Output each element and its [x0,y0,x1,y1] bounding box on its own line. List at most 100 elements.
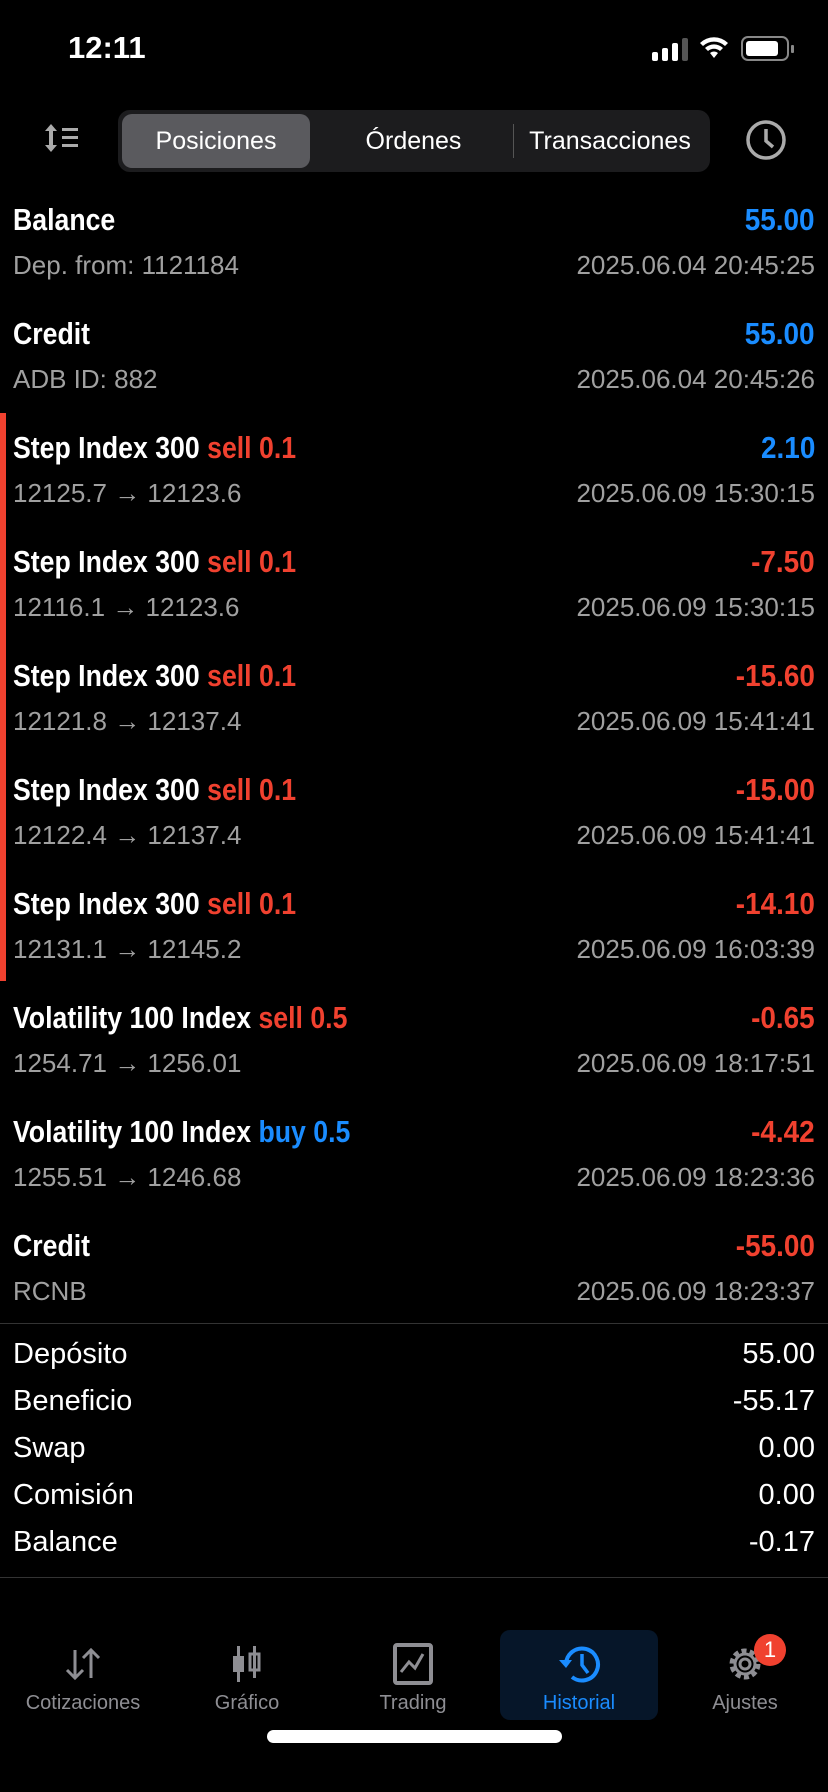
row-title: Volatility 100 Index buy 0.5 [13,1114,351,1149]
row-subtitle: RCNB [13,1276,87,1306]
history-row[interactable]: Volatility 100 Index buy 0.5 -4.42 1255.… [0,1106,828,1220]
row-value: -14.10 [735,886,815,921]
history-row[interactable]: Credit -55.00 RCNB 2025.06.09 18:23:37 [0,1220,828,1334]
tab-history-label: Historial [542,1692,616,1714]
row-value: 2.10 [760,430,815,465]
row-date: 2025.06.09 16:03:39 [576,934,815,964]
row-title: Balance [13,202,116,237]
gear-icon [729,1648,761,1680]
summary-label: Comisión [13,1479,134,1511]
row-date: 2025.06.09 18:23:36 [576,1162,815,1192]
row-value: -7.50 [751,544,815,579]
tab-trading-label: Trading [379,1692,447,1714]
history-row[interactable]: Volatility 100 Index sell 0.5 -0.65 1254… [0,992,828,1106]
row-title: Step Index 300 sell 0.1 [13,658,297,693]
history-row[interactable]: Step Index 300 sell 0.1 -15.00 12122.4 →… [0,764,828,878]
tab-history[interactable]: Historial [500,1630,658,1720]
row-side: sell 0.1 [207,544,297,579]
status-time: 12:11 [68,30,146,65]
row-side: sell 0.1 [207,772,297,807]
summary-row: Balance -0.17 [13,1526,815,1572]
row-subtitle: 12122.4 → 12137.4 [13,820,242,850]
summary-divider [0,1323,828,1324]
sort-icon[interactable] [42,122,80,154]
history-row[interactable]: Credit 55.00 ADB ID: 882 2025.06.04 20:4… [0,308,828,422]
tab-orders[interactable]: Órdenes [365,127,462,155]
row-subtitle: 12131.1 → 12145.2 [13,934,242,964]
row-subtitle: Dep. from: 1121184 [13,250,239,280]
tab-quotes-label: Cotizaciones [25,1692,141,1714]
row-date: 2025.06.09 15:30:15 [576,592,815,622]
trading-chart-icon [393,1643,433,1685]
history-row[interactable]: Step Index 300 sell 0.1 -14.10 12131.1 →… [0,878,828,992]
row-title: Credit [13,1228,91,1263]
tab-transactions[interactable]: Transacciones [529,127,691,155]
row-side: sell 0.5 [258,1000,348,1035]
signal-icon [652,38,688,61]
row-value: 55.00 [745,316,815,351]
tab-settings[interactable]: Ajustes 1 [666,1630,824,1720]
summary-value: -55.17 [732,1385,815,1417]
row-title: Step Index 300 sell 0.1 [13,430,297,465]
tab-chart[interactable]: Gráfico [168,1630,326,1720]
history-row[interactable]: Step Index 300 sell 0.1 -15.60 12121.8 →… [0,650,828,764]
row-subtitle: 12125.7 → 12123.6 [13,478,242,508]
segment-divider [513,124,514,158]
home-indicator[interactable] [267,1730,562,1743]
summary-row: Comisión 0.00 [13,1479,815,1525]
history-row[interactable]: Step Index 300 sell 0.1 -7.50 12116.1 → … [0,536,828,650]
row-date: 2025.06.09 18:17:51 [576,1048,815,1078]
quotes-arrows-icon [65,1647,101,1681]
row-value: 55.00 [745,202,815,237]
notification-badge: 1 [754,1634,786,1666]
summary-label: Beneficio [13,1385,133,1417]
row-title: Credit [13,316,91,351]
row-subtitle: 12116.1 → 12123.6 [13,592,240,622]
summary-value: 0.00 [758,1479,815,1511]
tab-positions[interactable]: Posiciones [122,114,310,168]
clock-icon[interactable] [745,119,787,161]
history-icon [559,1646,600,1683]
summary-row: Swap 0.00 [13,1432,815,1478]
row-value: -55.00 [735,1228,815,1263]
row-title: Step Index 300 sell 0.1 [13,544,297,579]
bottom-tab-bar: Cotizaciones Gráfico Trading Historial A… [0,1630,828,1720]
summary-label: Depósito [13,1338,128,1370]
summary-value: -0.17 [748,1526,815,1558]
row-subtitle: ADB ID: 882 [13,364,158,394]
row-value: -15.60 [735,658,815,693]
row-title: Volatility 100 Index sell 0.5 [13,1000,348,1035]
row-title: Step Index 300 sell 0.1 [13,772,297,807]
tabbar-divider [0,1577,828,1578]
row-date: 2025.06.04 20:45:25 [576,250,815,280]
row-date: 2025.06.09 15:30:15 [576,478,815,508]
row-value: -4.42 [751,1114,815,1149]
summary-label: Swap [13,1432,86,1464]
row-side: buy 0.5 [258,1114,351,1149]
row-subtitle: 1254.71 → 1256.01 [13,1048,242,1078]
view-segmented-control: Posiciones Órdenes Transacciones [118,110,710,172]
row-subtitle: 12121.8 → 12137.4 [13,706,242,736]
wifi-icon [700,37,728,58]
status-bar: 12:11 [0,0,828,90]
row-side: sell 0.1 [207,430,297,465]
row-date: 2025.06.04 20:45:26 [576,364,815,394]
summary-label: Balance [13,1526,118,1558]
row-date: 2025.06.09 15:41:41 [576,706,815,736]
battery-icon [741,36,794,61]
row-side: sell 0.1 [207,658,297,693]
summary-value: 0.00 [758,1432,815,1464]
tab-settings-label: Ajustes [712,1692,778,1714]
history-row[interactable]: Step Index 300 sell 0.1 2.10 12125.7 → 1… [0,422,828,536]
row-value: -0.65 [751,1000,815,1035]
summary-value: 55.00 [742,1338,815,1370]
row-date: 2025.06.09 15:41:41 [576,820,815,850]
row-side: sell 0.1 [207,886,297,921]
tab-chart-label: Gráfico [214,1692,280,1714]
candlestick-icon [233,1646,261,1682]
tab-quotes[interactable]: Cotizaciones [4,1630,162,1720]
history-row[interactable]: Balance 55.00 Dep. from: 1121184 2025.06… [0,194,828,308]
row-value: -15.00 [735,772,815,807]
row-title: Step Index 300 sell 0.1 [13,886,297,921]
tab-trading[interactable]: Trading [334,1630,492,1720]
